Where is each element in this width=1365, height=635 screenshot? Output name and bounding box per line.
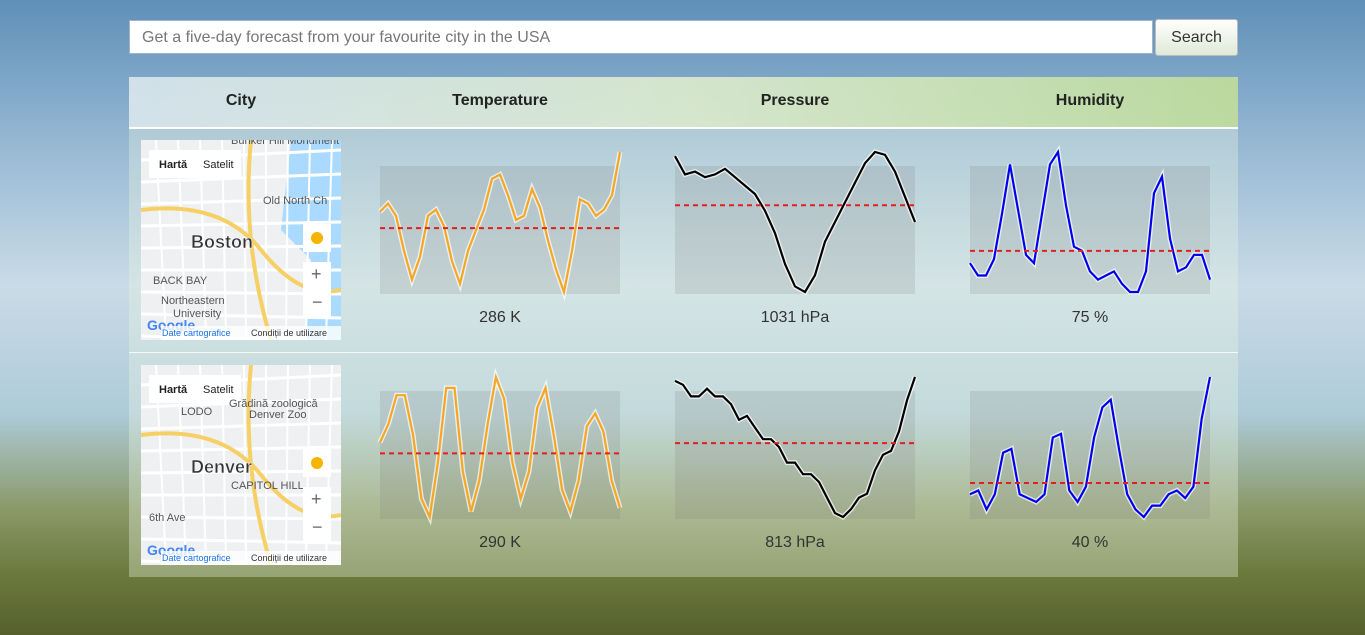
map-tabs <box>149 375 241 403</box>
series-line <box>969 148 1212 294</box>
series-line <box>379 151 622 297</box>
plot-area <box>380 166 620 294</box>
map-tab[interactable]: Hartă <box>159 384 188 396</box>
place-label: 6th Ave <box>149 512 186 524</box>
zoom-controls <box>303 262 331 318</box>
street <box>243 365 247 565</box>
mean-label: 286 K <box>479 309 521 326</box>
city-label: Denver <box>191 457 252 477</box>
city-label: Boston <box>191 232 253 252</box>
attribution-bg <box>161 551 341 565</box>
row-separator <box>129 352 1238 353</box>
mean-label: 813 hPa <box>765 534 825 551</box>
search-input[interactable]: Get a five-day forecast from your favour… <box>129 20 1153 54</box>
place-label: CAPITOL HILL <box>231 480 304 492</box>
series-line <box>674 376 917 519</box>
table-header <box>129 77 1238 129</box>
map-tab[interactable]: Satelit <box>203 384 234 396</box>
plot-area <box>675 391 915 519</box>
street <box>141 421 341 431</box>
zoom-sign: − <box>312 517 323 537</box>
zoom-sign: + <box>311 489 322 509</box>
sparkline <box>377 367 623 526</box>
pegman-icon <box>311 232 323 244</box>
highway <box>246 140 273 340</box>
mean-label: 1031 hPa <box>760 309 830 326</box>
street <box>141 196 341 206</box>
map-attribution: Date cartografice <box>162 328 231 338</box>
place-label: LODO <box>181 406 213 418</box>
map-tab[interactable]: Hartă <box>159 159 188 171</box>
mean-label: 75 % <box>1071 309 1109 326</box>
place-label: BACK BAY <box>153 275 208 287</box>
place-label: Bunker Hill Monument <box>231 140 339 147</box>
place-label: Old North Ch <box>263 195 327 207</box>
street <box>285 365 289 565</box>
city-map[interactable]: Hartă Satelit Bunker Hill Monument Old Nort… <box>141 140 341 340</box>
place-label: University <box>173 308 222 320</box>
column-header: City <box>225 92 257 109</box>
series-line <box>674 150 917 294</box>
map-attribution: Date cartografice <box>162 553 231 563</box>
mean-label: 40 % <box>1071 534 1109 551</box>
place-label: Denver Zoo <box>249 409 306 421</box>
map-attribution: Condiții de utilizare <box>251 553 327 563</box>
column-header: Humidity <box>1055 92 1125 109</box>
series-line <box>969 376 1212 519</box>
zoom-controls <box>303 487 331 543</box>
street <box>243 140 247 340</box>
map-attribution: Condiții de utilizare <box>251 328 327 338</box>
sparkline <box>672 149 918 296</box>
search-button[interactable]: Search <box>1155 19 1238 56</box>
zoom-sign: + <box>311 264 322 284</box>
sparkline <box>378 151 623 302</box>
attribution-bg <box>161 326 341 340</box>
sparkline <box>673 376 918 521</box>
map-tabs <box>149 150 241 178</box>
pegman-icon <box>311 457 323 469</box>
map-tab[interactable]: Satelit <box>203 159 234 171</box>
zoom-sign: − <box>312 292 323 312</box>
street <box>285 140 289 340</box>
place-label: Grădină zoologică <box>229 398 319 410</box>
place-label: Northeastern <box>161 295 225 307</box>
series-line <box>378 372 622 521</box>
sparkline <box>967 145 1213 295</box>
column-header: Pressure <box>760 92 830 109</box>
column-header: Temperature <box>452 92 548 109</box>
highway <box>246 365 273 565</box>
mean-label: 290 K <box>479 534 521 551</box>
plot-area <box>675 166 915 294</box>
sparkline <box>968 376 1213 521</box>
